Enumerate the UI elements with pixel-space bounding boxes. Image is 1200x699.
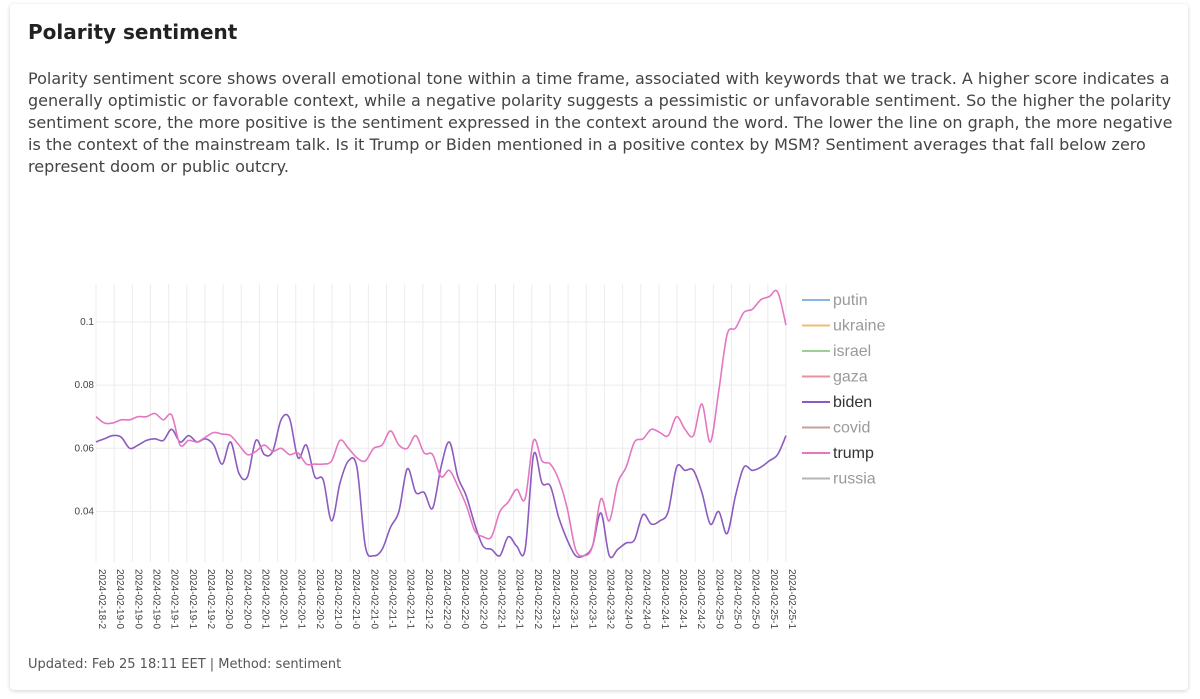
x-tick-label: 2024-02-19-1 xyxy=(169,569,180,629)
x-tick-label: 2024-02-19-2 xyxy=(205,569,216,629)
x-tick-label: 2024-02-22-1 xyxy=(514,569,525,629)
card-description: Polarity sentiment score shows overall e… xyxy=(28,69,1173,176)
legend-label: biden xyxy=(833,394,872,411)
x-tick-label: 2024-02-21-0 xyxy=(332,569,343,629)
x-tick-label: 2024-02-20-2 xyxy=(314,569,325,629)
legend-label: israel xyxy=(833,343,871,360)
x-tick-label: 2024-02-24-0 xyxy=(641,569,652,629)
x-tick-label: 2024-02-21-0 xyxy=(350,569,361,629)
y-tick-label: 0.04 xyxy=(75,506,95,517)
x-tick-label: 2024-02-22-2 xyxy=(532,569,543,629)
x-tick-label: 2024-02-21-1 xyxy=(387,569,398,629)
legend-item-covid[interactable]: covid xyxy=(802,420,870,437)
x-tick-label: 2024-02-24-1 xyxy=(659,569,670,629)
legend-item-russia[interactable]: russia xyxy=(802,471,876,488)
x-tick-label: 2024-02-21-1 xyxy=(405,569,416,629)
x-tick-label: 2024-02-22-0 xyxy=(441,569,452,629)
x-tick-label: 2024-02-22-0 xyxy=(477,569,488,629)
legend-label: russia xyxy=(833,471,876,488)
x-tick-label: 2024-02-25-0 xyxy=(713,569,724,629)
x-tick-label: 2024-02-19-0 xyxy=(150,569,161,629)
legend-item-putin[interactable]: putin xyxy=(802,292,868,309)
x-tick-label: 2024-02-20-1 xyxy=(259,569,270,629)
x-tick-label: 2024-02-23-1 xyxy=(568,569,579,629)
series-line-biden[interactable] xyxy=(95,413,787,559)
x-tick-label: 2024-02-22-0 xyxy=(459,569,470,629)
y-tick-label: 0.08 xyxy=(75,380,95,391)
legend-item-israel[interactable]: israel xyxy=(802,343,871,360)
x-tick-label: 2024-02-24-1 xyxy=(677,569,688,629)
x-tick-label: 2024-02-23-1 xyxy=(550,569,561,629)
x-tick-label: 2024-02-25-0 xyxy=(732,569,743,629)
x-tick-label: 2024-02-25-1 xyxy=(768,569,779,629)
x-tick-label: 2024-02-18-2 xyxy=(96,569,107,629)
x-tick-label: 2024-02-19-1 xyxy=(187,569,198,629)
x-tick-label: 2024-02-24-0 xyxy=(623,569,634,629)
y-tick-label: 0.06 xyxy=(75,443,95,454)
legend-label: trump xyxy=(833,445,874,462)
legend-item-trump[interactable]: trump xyxy=(802,445,874,462)
card-title: Polarity sentiment xyxy=(28,20,238,44)
x-tick-label: 2024-02-25-0 xyxy=(750,569,761,629)
legend-item-ukraine[interactable]: ukraine xyxy=(802,318,886,335)
legend-label: putin xyxy=(833,292,868,309)
x-tick-label: 2024-02-19-0 xyxy=(132,569,143,629)
x-tick-label: 2024-02-20-0 xyxy=(223,569,234,629)
x-tick-label: 2024-02-20-1 xyxy=(296,569,307,629)
legend-label: gaza xyxy=(833,369,868,386)
legend-label: covid xyxy=(833,420,870,437)
x-tick-label: 2024-02-20-1 xyxy=(278,569,289,629)
polarity-line-chart: 0.04 0.06 0.08 0.1 2024-02-18-2 2024-02-19-0… xyxy=(75,284,886,629)
x-tick-label: 2024-02-25-1 xyxy=(786,569,797,629)
legend-label: ukraine xyxy=(833,318,886,335)
series-line-trump[interactable] xyxy=(95,289,787,557)
x-tick-label: 2024-02-23-2 xyxy=(604,569,615,629)
x-tick-label: 2024-02-21-0 xyxy=(368,569,379,629)
x-tick-label: 2024-02-23-1 xyxy=(586,569,597,629)
legend-item-gaza[interactable]: gaza xyxy=(802,369,868,386)
x-tick-label: 2024-02-21-2 xyxy=(423,569,434,629)
x-tick-label: 2024-02-22-1 xyxy=(495,569,506,629)
y-tick-label: 0.1 xyxy=(80,317,94,328)
legend-item-biden[interactable]: biden xyxy=(802,394,872,411)
x-tick-label: 2024-02-20-0 xyxy=(241,569,252,629)
update-info: Updated: Feb 25 18:11 EET | Method: sent… xyxy=(28,657,342,672)
sentiment-card: Polarity sentiment Polarity sentiment sc… xyxy=(10,4,1188,690)
x-tick-label: 2024-02-19-0 xyxy=(114,569,125,629)
x-tick-label: 2024-02-24-2 xyxy=(695,569,706,629)
